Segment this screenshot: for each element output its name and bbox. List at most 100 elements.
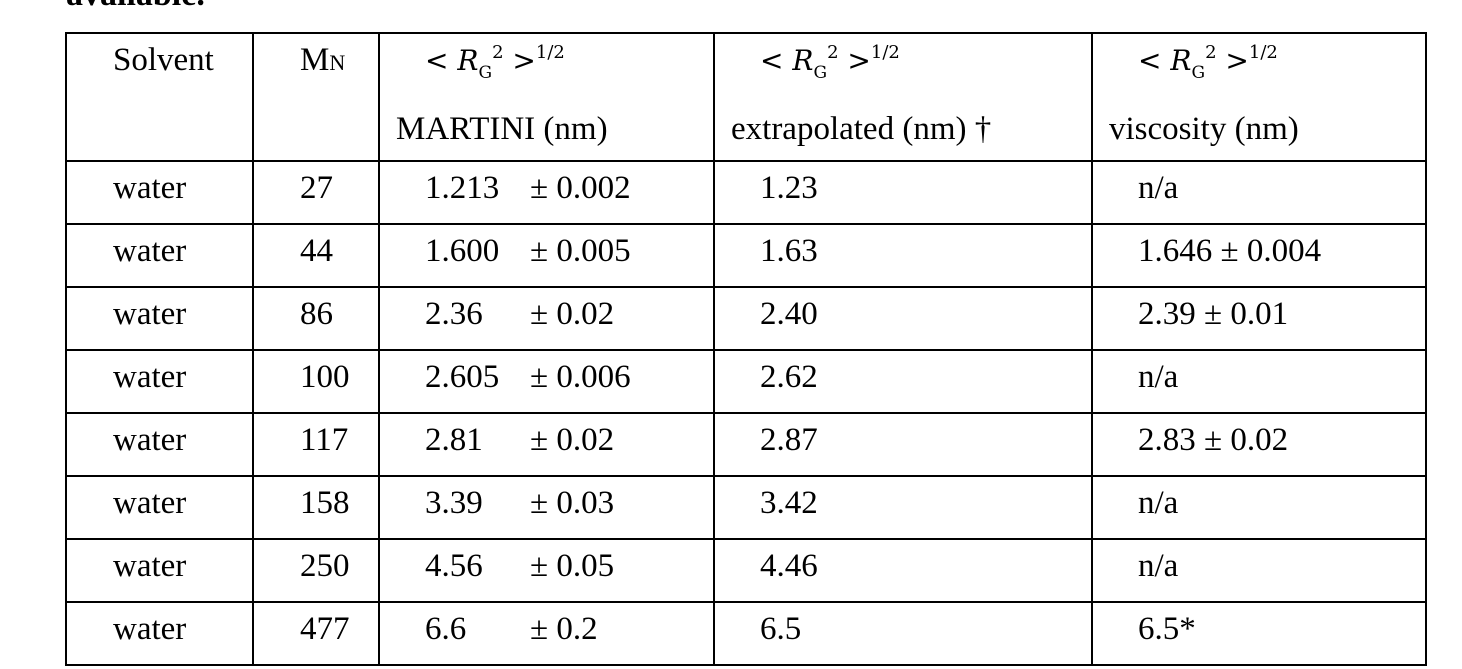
header-viscosity-unit: viscosity (nm)	[1109, 111, 1299, 147]
martini-error: ± 0.05	[530, 548, 615, 584]
cell-solvent: water	[65, 286, 254, 351]
cell-solvent: water	[65, 160, 254, 225]
extrapolated-value: 2.62	[760, 359, 818, 395]
viscosity-value: n/a	[1138, 170, 1179, 206]
header-extrapolated-unit: extrapolated (nm) †	[731, 111, 992, 147]
header-solvent-label: Solvent	[113, 42, 214, 78]
martini-error: ± 0.2	[530, 611, 598, 647]
cell-solvent: water	[65, 538, 254, 603]
rg-gt: >	[503, 44, 536, 77]
cell-mn: 27	[252, 160, 380, 225]
mn-value: 158	[300, 485, 350, 521]
solvent-value: water	[113, 422, 187, 458]
extrapolated-value: 4.46	[760, 548, 818, 584]
header-extrapolated: < RG2 >1/2 extrapolated (nm) †	[713, 32, 1093, 162]
cell-extrapolated: 6.5	[713, 601, 1093, 666]
cell-solvent: water	[65, 349, 254, 414]
cell-extrapolated: 2.40	[713, 286, 1093, 351]
martini-error: ± 0.02	[530, 422, 615, 458]
cell-viscosity: n/a	[1091, 538, 1427, 603]
cell-viscosity: 1.646 ± 0.004	[1091, 223, 1427, 288]
martini-value-wrap: 2.36 ± 0.02	[380, 288, 713, 332]
rg-lt: <	[1138, 44, 1171, 77]
martini-value-wrap: 2.81 ± 0.02	[380, 414, 713, 458]
table-row: water 44 1.600 ± 0.005 1.63 1.646 ± 0.004	[65, 223, 1427, 288]
cell-martini: 3.39 ± 0.03	[378, 475, 715, 540]
header-martini-expr: < RG2 >1/2	[380, 34, 713, 83]
rg-symbol: R	[792, 44, 814, 77]
extrapolated-value: 2.40	[760, 296, 818, 332]
mn-value: 250	[300, 548, 350, 584]
martini-error: ± 0.006	[530, 359, 631, 395]
rg-expression: < RG2 >1/2	[760, 42, 900, 83]
table-row: water 27 1.213 ± 0.002 1.23 n/a	[65, 160, 1427, 225]
cell-viscosity: 6.5*	[1091, 601, 1427, 666]
solvent-value: water	[113, 296, 187, 332]
rg-expression: < RG2 >1/2	[425, 42, 565, 83]
viscosity-value: n/a	[1138, 359, 1179, 395]
cell-extrapolated: 4.46	[713, 538, 1093, 603]
cell-viscosity: n/a	[1091, 475, 1427, 540]
viscosity-value: n/a	[1138, 548, 1179, 584]
table-row: water 158 3.39 ± 0.03 3.42 n/a	[65, 475, 1427, 540]
viscosity-value: 1.646 ± 0.004	[1138, 233, 1322, 269]
cell-mn: 100	[252, 349, 380, 414]
cell-viscosity: 2.83 ± 0.02	[1091, 412, 1427, 477]
cell-viscosity: n/a	[1091, 160, 1427, 225]
mn-value: 100	[300, 359, 350, 395]
rg-gt: >	[1216, 44, 1249, 77]
martini-error: ± 0.02	[530, 296, 615, 332]
solvent-value: water	[113, 548, 187, 584]
viscosity-value: 2.39 ± 0.01	[1138, 296, 1289, 332]
rg-sup: 2	[1205, 42, 1217, 63]
clipped-heading: available.	[66, 0, 205, 12]
rg-sup: 2	[827, 42, 839, 63]
table-row: water 86 2.36 ± 0.02 2.40 2.39 ± 0.01	[65, 286, 1427, 351]
martini-error: ± 0.002	[530, 170, 631, 206]
rg-power: 1/2	[870, 42, 900, 63]
rg-sub: G	[478, 63, 493, 83]
cell-extrapolated: 1.63	[713, 223, 1093, 288]
martini-value: 2.81	[425, 422, 483, 458]
rg-symbol: R	[457, 44, 479, 77]
cell-solvent: water	[65, 412, 254, 477]
extrapolated-value: 2.87	[760, 422, 818, 458]
mn-value: 44	[300, 233, 333, 269]
extrapolated-value: 3.42	[760, 485, 818, 521]
cell-solvent: water	[65, 601, 254, 666]
mn-value: 117	[300, 422, 349, 458]
cell-extrapolated: 1.23	[713, 160, 1093, 225]
rg-sub: G	[813, 63, 828, 83]
extrapolated-value: 6.5	[760, 611, 802, 647]
martini-value: 2.605	[425, 359, 500, 395]
cell-extrapolated: 2.87	[713, 412, 1093, 477]
extrapolated-value: 1.63	[760, 233, 818, 269]
martini-value: 2.36	[425, 296, 483, 332]
rg-expression: < RG2 >1/2	[1138, 42, 1278, 83]
header-extrapolated-expr: < RG2 >1/2	[715, 34, 1091, 83]
martini-value-wrap: 6.6 ± 0.2	[380, 603, 713, 647]
mn-value: 477	[300, 611, 350, 647]
martini-error: ± 0.005	[530, 233, 631, 269]
cell-extrapolated: 2.62	[713, 349, 1093, 414]
rg-power: 1/2	[1248, 42, 1278, 63]
header-viscosity: < RG2 >1/2 viscosity (nm)	[1091, 32, 1427, 162]
rg-table: Solvent MN < RG2 >1/2 MARTINI (nm) < RG2…	[65, 32, 1427, 666]
solvent-value: water	[113, 233, 187, 269]
cell-solvent: water	[65, 223, 254, 288]
martini-value: 4.56	[425, 548, 483, 584]
header-mn-label: MN	[254, 34, 378, 81]
table-row: water 100 2.605 ± 0.006 2.62 n/a	[65, 349, 1427, 414]
solvent-value: water	[113, 359, 187, 395]
solvent-value: water	[113, 611, 187, 647]
header-martini-unit: MARTINI (nm)	[396, 111, 608, 147]
cell-viscosity: 2.39 ± 0.01	[1091, 286, 1427, 351]
header-mn: MN	[252, 32, 380, 162]
rg-lt: <	[425, 44, 458, 77]
header-row: Solvent MN < RG2 >1/2 MARTINI (nm) < RG2…	[65, 32, 1427, 162]
cell-martini: 2.605 ± 0.006	[378, 349, 715, 414]
rg-symbol: R	[1170, 44, 1192, 77]
solvent-value: water	[113, 170, 187, 206]
martini-value-wrap: 1.600 ± 0.005	[380, 225, 713, 269]
header-martini: < RG2 >1/2 MARTINI (nm)	[378, 32, 715, 162]
